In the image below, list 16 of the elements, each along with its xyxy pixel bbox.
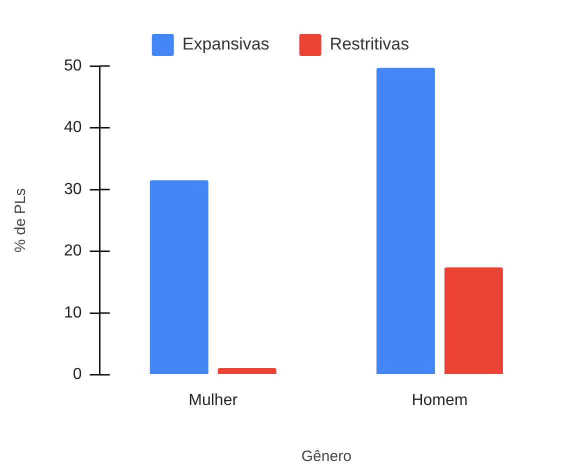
x-tick-label: Homem (412, 392, 468, 409)
y-tick-label: 10 (64, 304, 82, 322)
x-tick-label: Mulher (188, 392, 238, 409)
bar (150, 180, 208, 374)
bar (218, 368, 276, 374)
y-tick-label: 20 (64, 242, 82, 260)
y-tick-label: 50 (64, 57, 82, 74)
y-tick-label: 0 (72, 366, 82, 384)
x-axis-title: Gênero (301, 448, 352, 466)
y-tick-label: 30 (64, 180, 82, 198)
bar (444, 267, 503, 374)
bar (376, 68, 435, 374)
legend-label: Expansivas (182, 34, 270, 54)
y-tick-label: 40 (64, 119, 82, 136)
y-axis-title: % de PLs (12, 188, 30, 253)
legend-label: Restritivas (330, 34, 410, 54)
